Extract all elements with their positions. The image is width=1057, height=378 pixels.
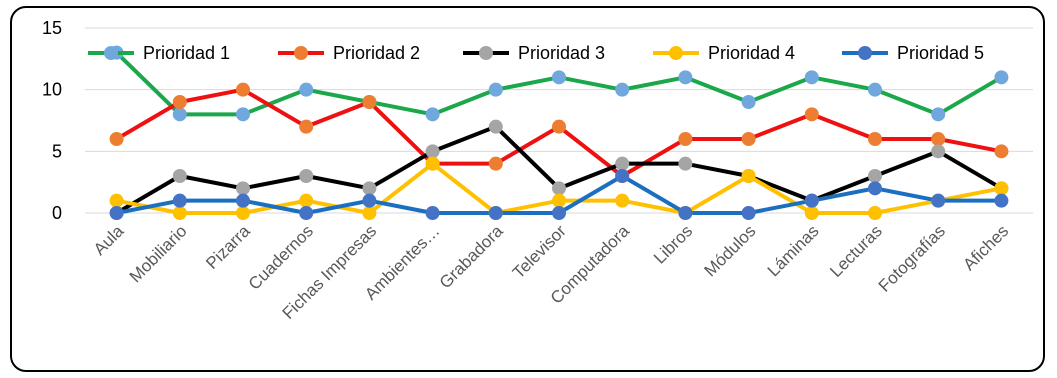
data-point-prioridad-5 xyxy=(488,206,503,220)
data-point-prioridad-2 xyxy=(994,144,1009,159)
y-tick-label: 15 xyxy=(42,18,62,38)
data-point-prioridad-5 xyxy=(615,169,630,183)
data-point-prioridad-4 xyxy=(425,156,440,171)
data-point-prioridad-1 xyxy=(804,70,819,85)
data-point-prioridad-3 xyxy=(172,169,187,183)
data-point-prioridad-3 xyxy=(236,181,250,196)
legend-marker-prioridad-4 xyxy=(669,46,683,60)
y-axis-ticks: 0 5 10 15 xyxy=(42,18,62,223)
data-point-prioridad-1 xyxy=(741,95,756,109)
data-point-prioridad-4 xyxy=(804,206,819,220)
data-point-prioridad-5 xyxy=(236,193,250,208)
data-point-prioridad-5 xyxy=(994,193,1009,208)
data-point-prioridad-5 xyxy=(678,206,693,220)
data-point-prioridad-4 xyxy=(236,206,250,220)
data-point-prioridad-3 xyxy=(299,169,314,183)
data-point-prioridad-1 xyxy=(615,82,630,97)
legend-label-prioridad-2: Prioridad 2 xyxy=(333,43,420,63)
data-point-prioridad-1 xyxy=(994,70,1009,85)
x-tick-label: Pizarra xyxy=(202,221,254,273)
x-tick-label: Grabadora xyxy=(436,221,507,292)
data-point-prioridad-2 xyxy=(931,132,946,146)
data-point-prioridad-4 xyxy=(299,193,314,208)
data-point-prioridad-1 xyxy=(425,107,440,122)
data-point-prioridad-4 xyxy=(615,193,630,208)
data-point-prioridad-4 xyxy=(741,169,756,183)
data-point-prioridad-5 xyxy=(552,206,566,220)
legend-label-prioridad-1: Prioridad 1 xyxy=(143,43,230,63)
data-point-prioridad-2 xyxy=(741,132,756,146)
series-markers xyxy=(109,45,1009,220)
data-point-prioridad-5 xyxy=(172,193,187,208)
data-point-prioridad-4 xyxy=(109,193,124,208)
data-point-prioridad-3 xyxy=(678,156,693,171)
legend-marker-prioridad-1 xyxy=(104,46,118,60)
data-point-prioridad-1 xyxy=(172,107,187,122)
data-point-prioridad-2 xyxy=(172,95,187,109)
data-point-prioridad-5 xyxy=(741,206,756,220)
x-tick-label: Aula xyxy=(90,221,128,259)
data-point-prioridad-4 xyxy=(362,206,377,220)
data-point-prioridad-4 xyxy=(868,206,882,220)
y-tick-label: 10 xyxy=(42,80,62,100)
x-tick-label: Fotografías xyxy=(875,221,949,295)
data-point-prioridad-5 xyxy=(804,193,819,208)
y-tick-label: 5 xyxy=(52,141,62,161)
x-tick-label: Lecturas xyxy=(826,221,886,281)
data-point-prioridad-4 xyxy=(172,206,187,220)
data-point-prioridad-2 xyxy=(678,132,693,146)
data-point-prioridad-3 xyxy=(552,181,566,196)
data-point-prioridad-2 xyxy=(552,119,566,134)
data-point-prioridad-3 xyxy=(868,169,882,183)
x-tick-label: Mobiliario xyxy=(126,221,191,286)
data-point-prioridad-2 xyxy=(488,156,503,171)
data-point-prioridad-2 xyxy=(868,132,882,146)
legend-marker-prioridad-3 xyxy=(479,46,493,60)
data-point-prioridad-1 xyxy=(299,82,314,97)
data-point-prioridad-1 xyxy=(931,107,946,122)
data-point-prioridad-1 xyxy=(488,82,503,97)
x-tick-label: Televisor xyxy=(509,221,570,282)
data-point-prioridad-2 xyxy=(236,82,250,97)
data-point-prioridad-5 xyxy=(299,206,314,220)
x-tick-label: Módulos xyxy=(701,221,760,280)
legend-label-prioridad-5: Prioridad 5 xyxy=(897,43,984,63)
x-tick-label: Libros xyxy=(650,221,696,267)
x-tick-label: Láminas xyxy=(764,221,823,280)
legend-label-prioridad-3: Prioridad 3 xyxy=(518,43,605,63)
legend-label-prioridad-4: Prioridad 4 xyxy=(708,43,795,63)
legend-marker-prioridad-5 xyxy=(858,46,872,60)
data-point-prioridad-5 xyxy=(868,181,882,196)
data-point-prioridad-2 xyxy=(362,95,377,109)
y-tick-label: 0 xyxy=(52,203,62,223)
data-point-prioridad-1 xyxy=(868,82,882,97)
data-point-prioridad-3 xyxy=(488,119,503,134)
data-point-prioridad-2 xyxy=(804,107,819,122)
data-point-prioridad-4 xyxy=(552,193,566,208)
data-point-prioridad-5 xyxy=(362,193,377,208)
data-point-prioridad-5 xyxy=(109,206,124,220)
x-tick-label: Afiches xyxy=(959,221,1012,274)
data-point-prioridad-5 xyxy=(425,206,440,220)
data-point-prioridad-2 xyxy=(299,119,314,134)
data-point-prioridad-4 xyxy=(994,181,1009,196)
data-point-prioridad-2 xyxy=(109,132,124,146)
data-point-prioridad-3 xyxy=(931,144,946,159)
data-point-prioridad-1 xyxy=(552,70,566,85)
data-point-prioridad-1 xyxy=(678,70,693,85)
legend: Prioridad 1 Prioridad 2 Prioridad 3 Priorid… xyxy=(88,43,984,63)
legend-marker-prioridad-2 xyxy=(294,46,308,60)
data-point-prioridad-1 xyxy=(236,107,250,122)
data-point-prioridad-3 xyxy=(362,181,377,196)
data-point-prioridad-3 xyxy=(425,144,440,159)
data-point-prioridad-3 xyxy=(615,156,630,171)
data-point-prioridad-5 xyxy=(931,193,946,208)
